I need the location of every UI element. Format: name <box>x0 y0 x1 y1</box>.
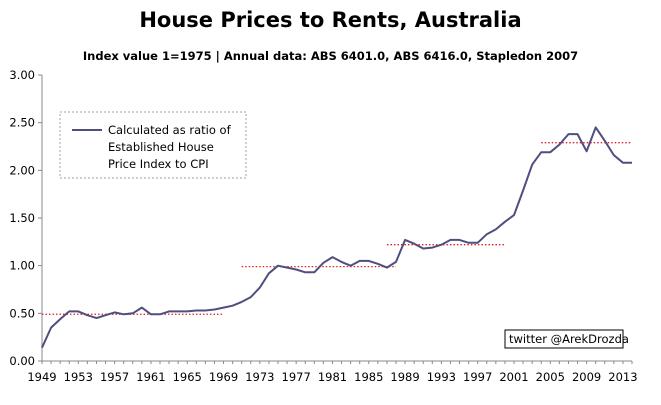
x-tick-label: 1997 <box>463 370 492 384</box>
x-tick-label: 1989 <box>390 370 419 384</box>
y-tick-labels: 0.00 0.50 1.00 1.50 2.00 2.50 3.00 <box>9 68 35 368</box>
legend-label-line-3: Price Index to CPI <box>108 157 209 171</box>
x-tick-label: 2013 <box>608 370 637 384</box>
y-tick-label: 2.50 <box>9 116 35 130</box>
x-tick-label: 2009 <box>572 370 601 384</box>
y-tick-label: 0.50 <box>9 306 35 320</box>
series-line <box>41 126 632 349</box>
x-tick-label: 1985 <box>354 370 383 384</box>
chart-title: House Prices to Rents, Australia <box>139 8 522 32</box>
x-tick-label: 1981 <box>318 370 347 384</box>
x-tick-label: 1969 <box>209 370 238 384</box>
x-tick-label: 1993 <box>427 370 456 384</box>
y-tick-label: 1.00 <box>9 259 35 273</box>
y-tick-label: 2.00 <box>9 163 35 177</box>
series-lines <box>41 126 632 349</box>
x-tick-labels: 1949 1953 1957 1961 1965 1969 1973 1977 1981 1985… <box>27 370 637 384</box>
legend: Calculated as ratio of Established House… <box>59 111 247 179</box>
y-tick-label: 3.00 <box>9 68 35 82</box>
y-tick-label: 1.50 <box>9 211 35 225</box>
x-tick-label: 1953 <box>64 370 93 384</box>
legend-box <box>59 111 247 179</box>
x-tick-label: 2005 <box>536 370 565 384</box>
x-tick-label: 2001 <box>499 370 528 384</box>
x-tick-label: 1961 <box>136 370 165 384</box>
x-tick-label: 1973 <box>245 370 274 384</box>
credit-text: twitter @ArekDrozda <box>509 332 629 346</box>
x-tick-label: 1949 <box>27 370 56 384</box>
axes <box>38 74 633 364</box>
credit-box: twitter @ArekDrozda <box>504 329 629 349</box>
chart-subtitle: Index value 1=1975 | Annual data: ABS 64… <box>82 49 579 63</box>
y-tick-label: 0.00 <box>9 354 35 368</box>
legend-label-line-2: Established House <box>108 140 214 154</box>
x-tick-label: 1965 <box>173 370 202 384</box>
legend-label-line-1: Calculated as ratio of <box>108 123 232 137</box>
x-tick-label: 1977 <box>282 370 311 384</box>
x-tick-label: 1957 <box>100 370 129 384</box>
credit-frame <box>504 329 624 349</box>
